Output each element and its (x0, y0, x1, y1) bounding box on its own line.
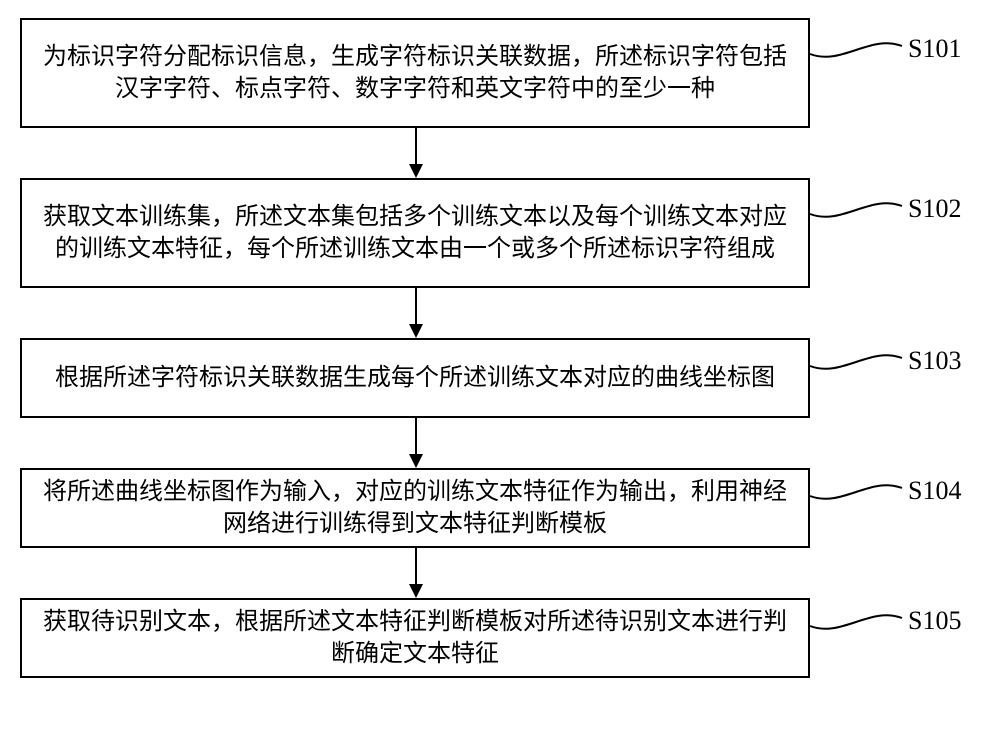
connector-curve (810, 340, 902, 380)
step-text: 获取文本训练集，所述文本集包括多个训练文本以及每个训练文本对应的训练文本特征，每… (36, 201, 794, 266)
arrow-line (415, 288, 417, 326)
arrow-line (415, 548, 417, 586)
step-text: 为标识字符分配标识信息，生成字符标识关联数据，所述标识字符包括汉字字符、标点字符… (36, 41, 794, 106)
connector-curve (810, 470, 902, 510)
step-label-S103: S103 (908, 346, 961, 376)
step-label-text: S102 (908, 194, 961, 223)
connector-curve (810, 188, 902, 228)
step-text: 获取待识别文本，根据所述文本特征判断模板对所述待识别文本进行判断确定文本特征 (36, 606, 794, 671)
step-label-text: S104 (908, 476, 961, 505)
arrow-head-icon (409, 164, 423, 178)
step-label-S105: S105 (908, 606, 961, 636)
step-label-text: S103 (908, 346, 961, 375)
step-box-S104: 将所述曲线坐标图作为输入，对应的训练文本特征作为输出，利用神经网络进行训练得到文… (20, 468, 810, 548)
arrow-head-icon (409, 584, 423, 598)
step-text: 根据所述字符标识关联数据生成每个所述训练文本对应的曲线坐标图 (55, 362, 775, 394)
step-label-text: S105 (908, 606, 961, 635)
flowchart-canvas: 为标识字符分配标识信息，生成字符标识关联数据，所述标识字符包括汉字字符、标点字符… (0, 0, 1000, 745)
step-label-S102: S102 (908, 194, 961, 224)
step-label-S101: S101 (908, 34, 961, 64)
step-box-S105: 获取待识别文本，根据所述文本特征判断模板对所述待识别文本进行判断确定文本特征 (20, 598, 810, 678)
arrow-head-icon (409, 324, 423, 338)
arrow-line (415, 418, 417, 456)
step-box-S103: 根据所述字符标识关联数据生成每个所述训练文本对应的曲线坐标图 (20, 338, 810, 418)
step-text: 将所述曲线坐标图作为输入，对应的训练文本特征作为输出，利用神经网络进行训练得到文… (36, 476, 794, 541)
step-label-text: S101 (908, 34, 961, 63)
connector-curve (810, 28, 902, 68)
arrow-line (415, 128, 417, 166)
connector-curve (810, 600, 902, 640)
arrow-head-icon (409, 454, 423, 468)
step-box-S102: 获取文本训练集，所述文本集包括多个训练文本以及每个训练文本对应的训练文本特征，每… (20, 178, 810, 288)
step-label-S104: S104 (908, 476, 961, 506)
step-box-S101: 为标识字符分配标识信息，生成字符标识关联数据，所述标识字符包括汉字字符、标点字符… (20, 18, 810, 128)
